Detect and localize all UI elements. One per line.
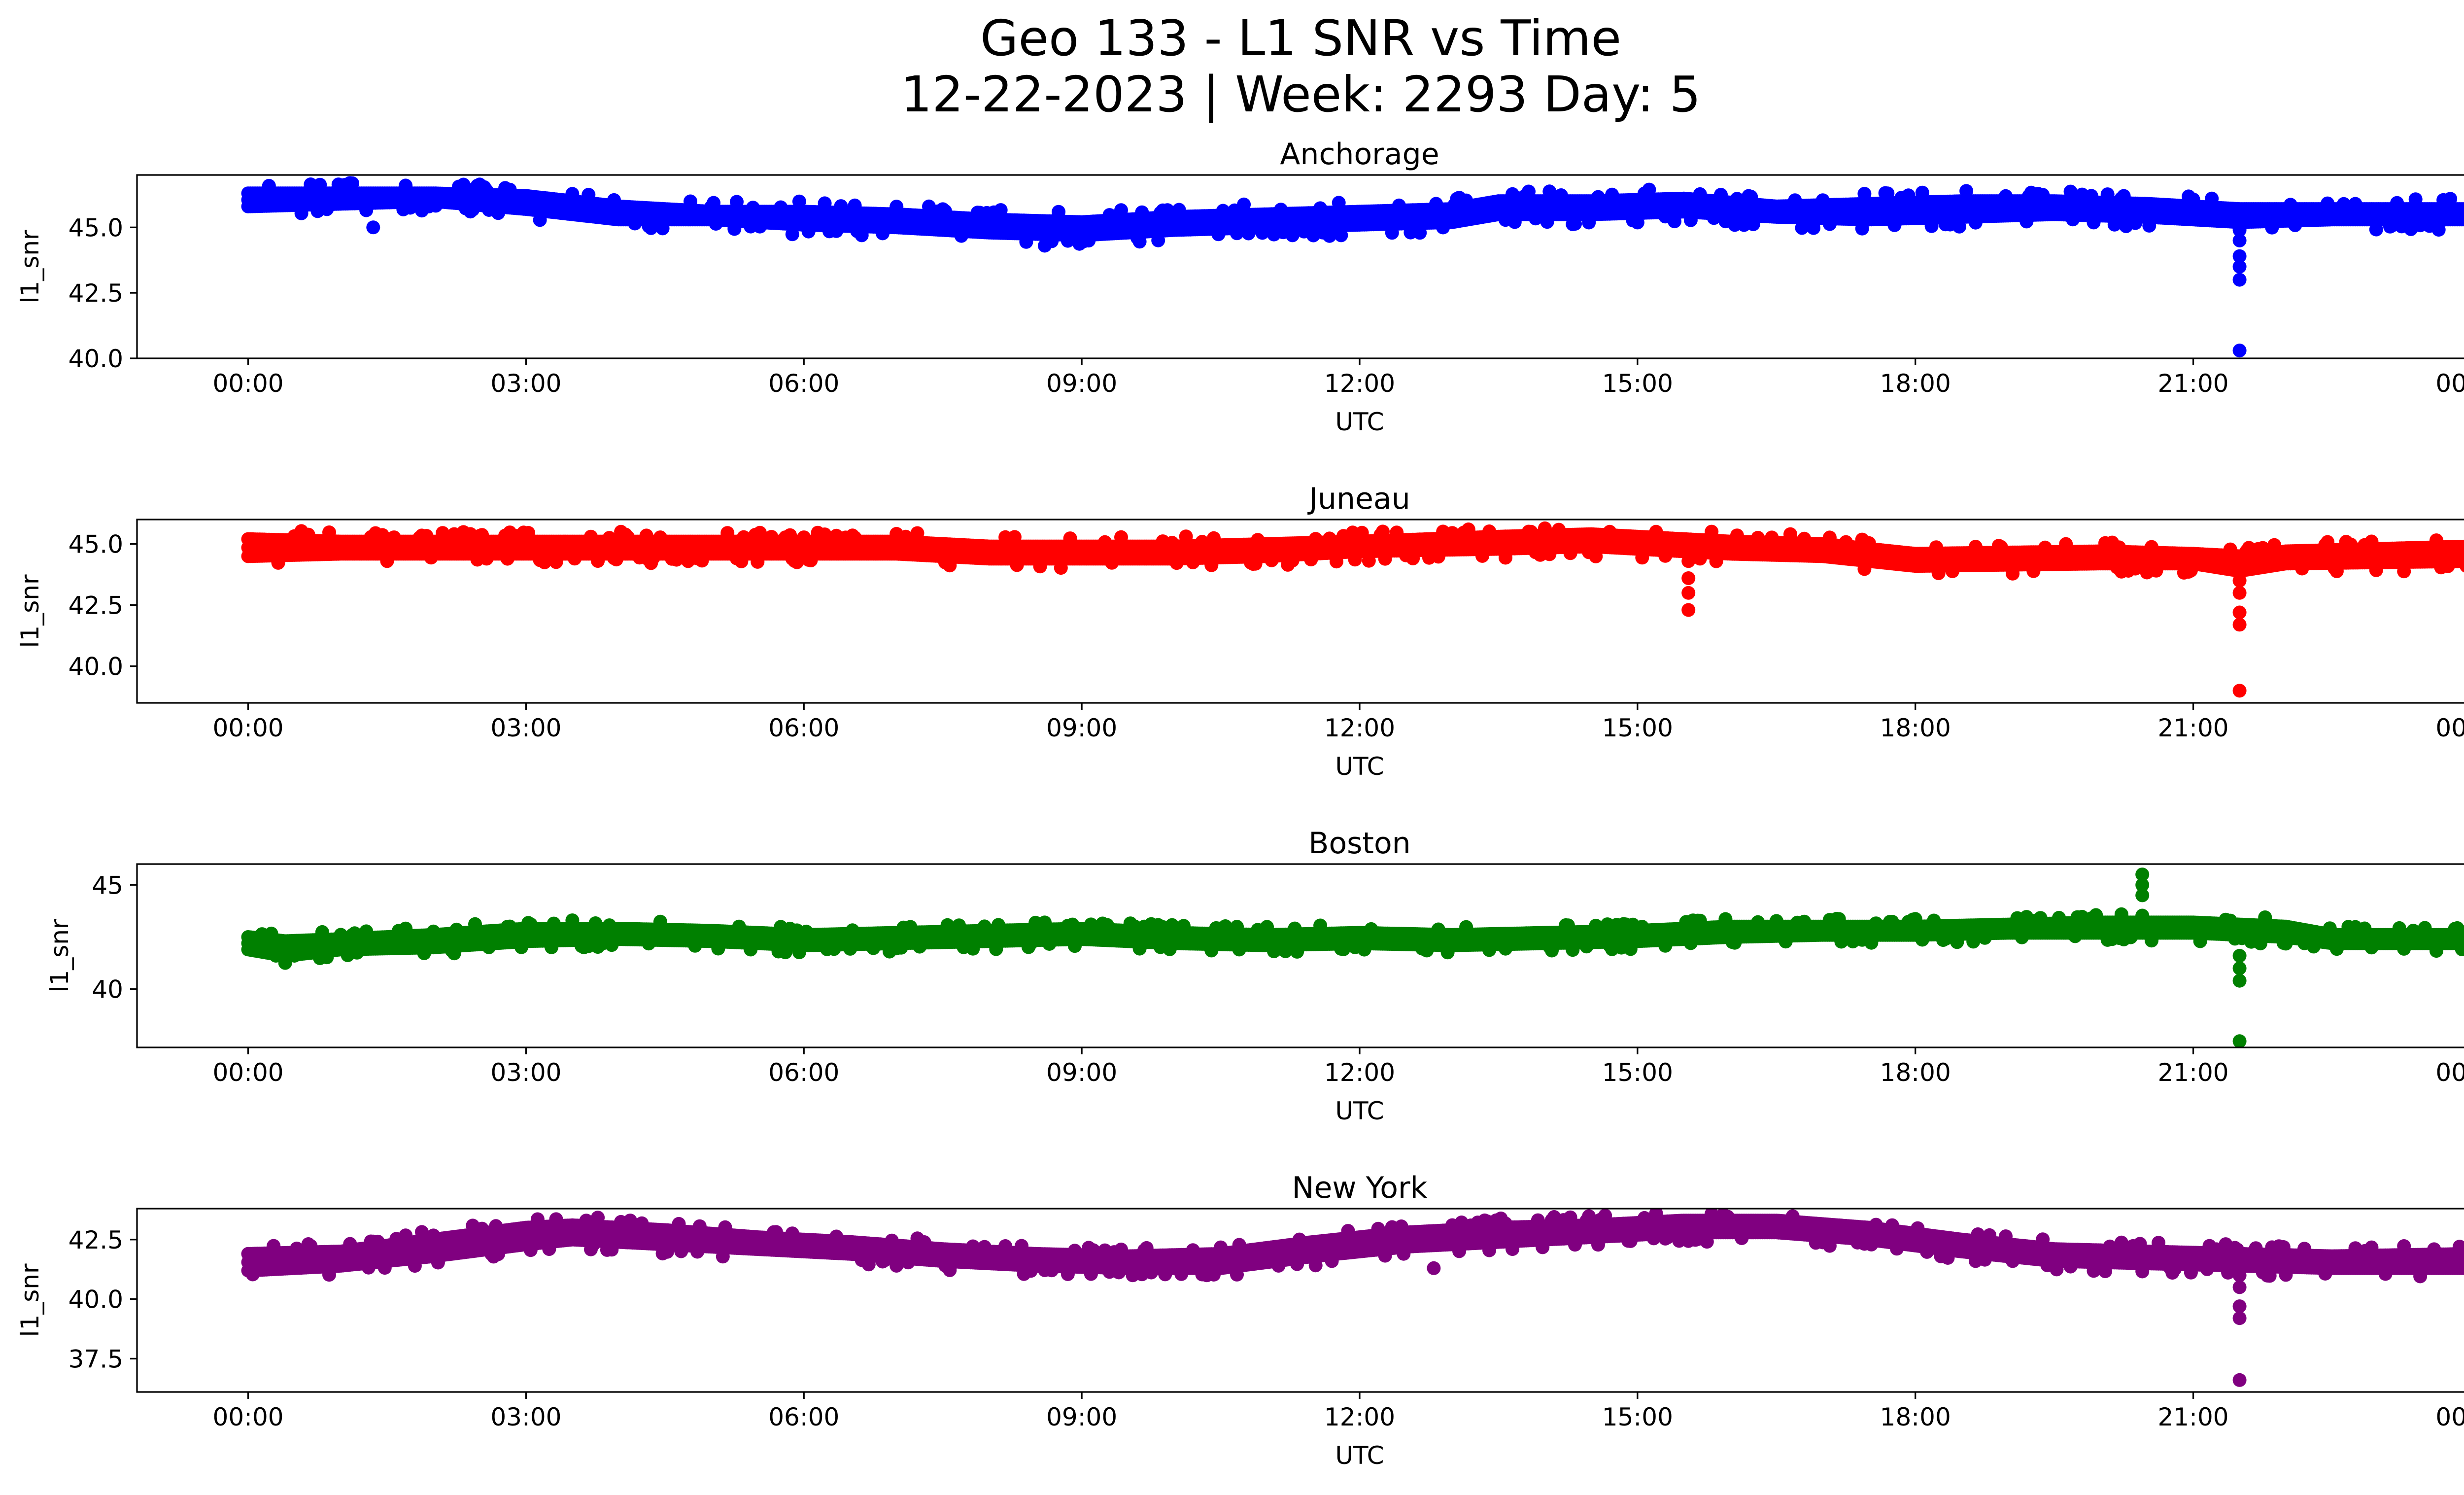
outlier-point [2232,273,2247,287]
subplot-1: 00:00 03:00 06:00 09:00 12:00 15:00 18:00 21:00… [16,482,2464,781]
x-tick-label: 00:00 [2435,369,2464,398]
outlier-point [2232,223,2247,237]
x-tick-label: 12:00 [1324,369,1395,398]
data-point [1237,197,1251,211]
outlier-point [1038,239,1052,253]
x-tick-label: 06:00 [768,369,839,398]
subplot-title: Anchorage [1280,137,1439,172]
outlier-point [2232,260,2247,274]
y-tick-label: 40.0 [68,345,123,373]
x-tick-label: 18:00 [1880,369,1951,398]
figure-title-line-2: 12-22-2023 | Week: 2293 Day: 5 [900,66,1701,123]
x-tick-label: 09:00 [1046,369,1117,398]
x-tick-label: 03:00 [490,369,561,398]
data-point [1322,229,1336,243]
outlier-point [459,181,473,195]
x-tick-label: 00:00 [212,369,283,398]
y-tick-label: 42.5 [68,279,123,308]
outlier-point [366,220,380,235]
x-axis-label: UTC [1335,408,1384,436]
outlier-point [2117,189,2131,203]
scatter-points [241,176,2464,358]
x-tick-label: 21:00 [2158,369,2229,398]
x-tick-label: 15:00 [1602,369,1673,398]
scatter-points [241,521,2464,698]
figure-title-line-1: Geo 133 - L1 SNR vs Time [980,9,1621,67]
outlier-point [2232,249,2247,263]
outlier-point [2232,344,2247,358]
outlier-point [1130,231,1144,245]
y-axis-label: l1_snr [16,230,44,303]
subplot-0: 00:00 03:00 06:00 09:00 12:00 15:00 18:00 21:00… [16,137,2464,436]
outlier-point [1742,189,1756,203]
outlier-point [2232,233,2247,247]
data-point [2462,209,2464,219]
y-tick-label: 45.0 [68,213,123,242]
